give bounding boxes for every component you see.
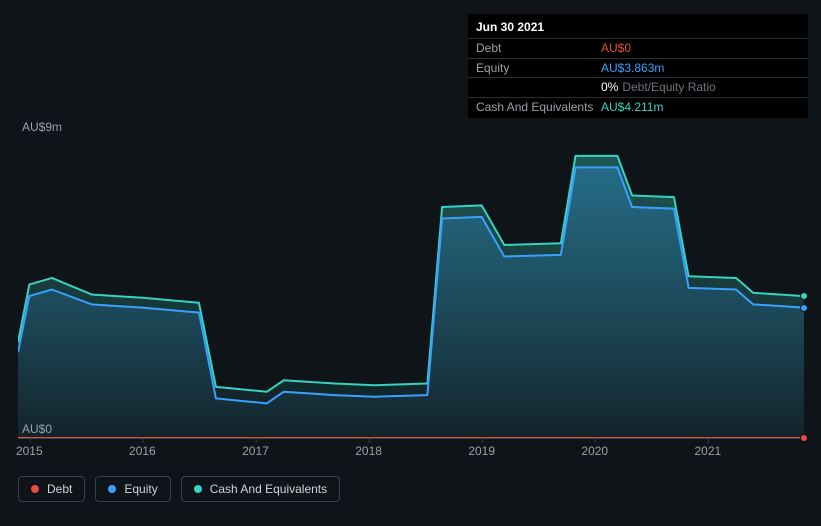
y-axis-max-label: AU$9m xyxy=(22,120,62,134)
legend-dot-icon xyxy=(31,485,39,493)
legend-item-cash[interactable]: Cash And Equivalents xyxy=(181,476,340,502)
legend-item-debt[interactable]: Debt xyxy=(18,476,85,502)
series-end-dot xyxy=(800,434,808,442)
ratio-label: Debt/Equity Ratio xyxy=(622,80,715,94)
legend-dot-icon xyxy=(108,485,116,493)
x-axis-tick: 2015 xyxy=(16,444,43,458)
x-axis-tick: 2020 xyxy=(581,444,608,458)
tooltip-key: Cash And Equivalents xyxy=(476,100,601,114)
tooltip-key xyxy=(476,80,601,94)
legend-label: Debt xyxy=(47,482,72,496)
chart-legend: Debt Equity Cash And Equivalents xyxy=(18,476,340,502)
legend-label: Equity xyxy=(124,482,157,496)
tooltip-row-ratio: 0% Debt/Equity Ratio xyxy=(468,77,808,96)
tooltip-row-equity: Equity AU$3.863m xyxy=(468,58,808,77)
chart-plot-area[interactable] xyxy=(18,141,804,438)
hover-tooltip: Jun 30 2021 Debt AU$0 Equity AU$3.863m 0… xyxy=(468,14,808,118)
series-end-dot xyxy=(800,304,808,312)
legend-label: Cash And Equivalents xyxy=(210,482,327,496)
x-axis-tick: 2018 xyxy=(355,444,382,458)
x-axis-tick: 2019 xyxy=(468,444,495,458)
tooltip-value: AU$0 xyxy=(601,41,631,55)
tooltip-value: AU$4.211m xyxy=(601,100,663,114)
tooltip-row-debt: Debt AU$0 xyxy=(468,38,808,57)
x-axis-line xyxy=(18,438,804,439)
tooltip-key: Equity xyxy=(476,61,601,75)
legend-item-equity[interactable]: Equity xyxy=(95,476,170,502)
x-axis-labels: 2015 2016 2017 2018 2019 2020 2021 xyxy=(18,444,804,462)
series-end-dot xyxy=(800,292,808,300)
tooltip-value: AU$3.863m xyxy=(601,61,664,75)
tooltip-date: Jun 30 2021 xyxy=(468,16,808,38)
tooltip-key: Debt xyxy=(476,41,601,55)
legend-dot-icon xyxy=(194,485,202,493)
x-axis-tick: 2017 xyxy=(242,444,269,458)
area-chart-svg xyxy=(18,141,804,438)
tooltip-value: 0% Debt/Equity Ratio xyxy=(601,80,716,94)
x-axis-tick: 2021 xyxy=(695,444,722,458)
ratio-pct: 0% xyxy=(601,80,618,94)
x-axis-tick: 2016 xyxy=(129,444,156,458)
tooltip-row-cash: Cash And Equivalents AU$4.211m xyxy=(468,97,808,116)
